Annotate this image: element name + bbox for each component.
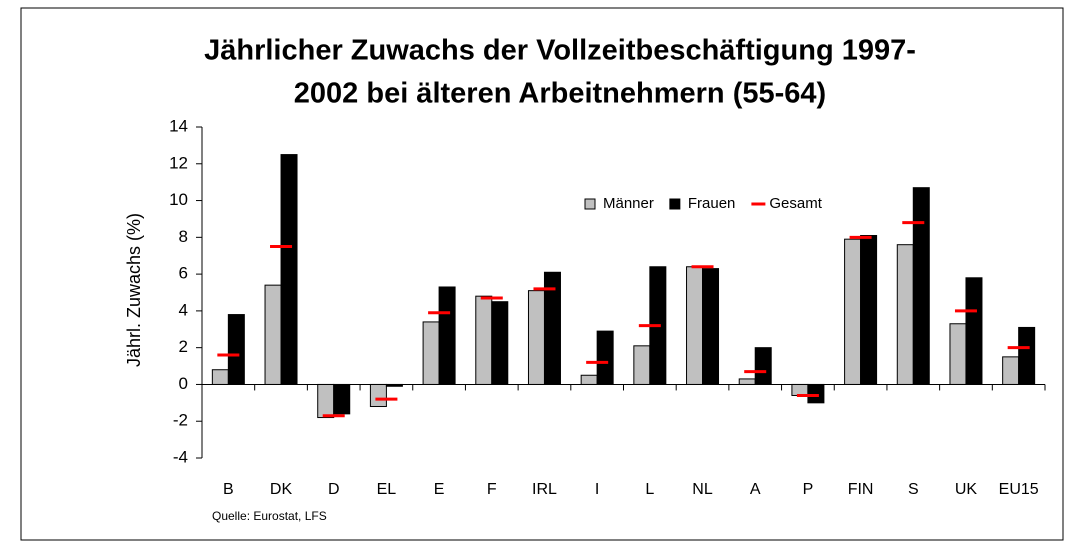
- x-tick-label: F: [487, 481, 497, 498]
- bar: [738, 378, 756, 385]
- x-tick-label: L: [645, 481, 654, 498]
- x-tick-label: IRL: [532, 481, 557, 498]
- bar: [949, 323, 967, 385]
- y-tick-label: -2: [173, 411, 188, 430]
- x-tick-label: A: [750, 481, 761, 498]
- bar: [422, 321, 440, 385]
- legend-swatch: [669, 198, 681, 210]
- legend-label: Gesamt: [769, 195, 822, 212]
- bar: [475, 295, 493, 385]
- y-tick-label: 14: [169, 116, 188, 135]
- x-tick-label: FIN: [848, 481, 874, 498]
- bar: [686, 266, 704, 385]
- bar: [491, 301, 509, 385]
- y-tick-label: 2: [179, 337, 188, 356]
- bar: [912, 187, 930, 385]
- bar: [965, 277, 983, 385]
- x-tick-label: P: [803, 481, 814, 498]
- source: Quelle: Eurostat, LFS: [212, 509, 327, 523]
- bar: [633, 345, 651, 385]
- bar: [896, 244, 914, 385]
- y-tick-label: 8: [179, 227, 188, 246]
- bar: [227, 314, 245, 385]
- bar: [791, 383, 809, 396]
- y-tick-label: 4: [179, 300, 188, 319]
- x-tick-label: E: [434, 481, 445, 498]
- x-tick-label: UK: [955, 481, 978, 498]
- x-tick-label: EU15: [999, 481, 1039, 498]
- bar: [1018, 326, 1036, 385]
- bar: [844, 238, 862, 385]
- bar: [317, 383, 335, 419]
- bar: [280, 154, 298, 385]
- chart-title: 2002 bei älteren Arbeitnehmern (55-64): [294, 78, 826, 110]
- bar: [860, 234, 878, 385]
- bar: [702, 268, 720, 385]
- legend-label: Frauen: [688, 195, 736, 212]
- x-tick-label: EL: [377, 481, 397, 498]
- bar: [333, 383, 351, 415]
- bar: [580, 374, 598, 385]
- x-tick-label: D: [328, 481, 340, 498]
- x-tick-label: I: [595, 481, 599, 498]
- legend-swatch: [584, 198, 596, 210]
- y-tick-label: 10: [169, 190, 188, 209]
- bar: [754, 347, 772, 385]
- y-tick-label: 0: [179, 374, 188, 393]
- x-tick-label: DK: [270, 481, 293, 498]
- legend-label: Männer: [603, 195, 654, 212]
- bar: [527, 290, 545, 385]
- bar: [438, 286, 456, 385]
- x-tick-label: NL: [692, 481, 713, 498]
- y-tick-label: -4: [173, 447, 188, 466]
- bar: [211, 369, 229, 385]
- chart-title: Jährlicher Zuwachs der Vollzeitbeschäfti…: [204, 35, 916, 67]
- bar: [1002, 356, 1020, 385]
- bar: [807, 383, 825, 404]
- frame: [20, 7, 1064, 541]
- x-tick-label: S: [908, 481, 919, 498]
- y-axis-label: Jährl. Zuwachs (%): [124, 213, 144, 367]
- bar: [369, 383, 387, 408]
- y-tick-label: 12: [169, 153, 188, 172]
- bar: [264, 284, 282, 385]
- x-tick-label: B: [223, 481, 234, 498]
- y-tick-label: 6: [179, 264, 188, 283]
- bar: [596, 330, 614, 385]
